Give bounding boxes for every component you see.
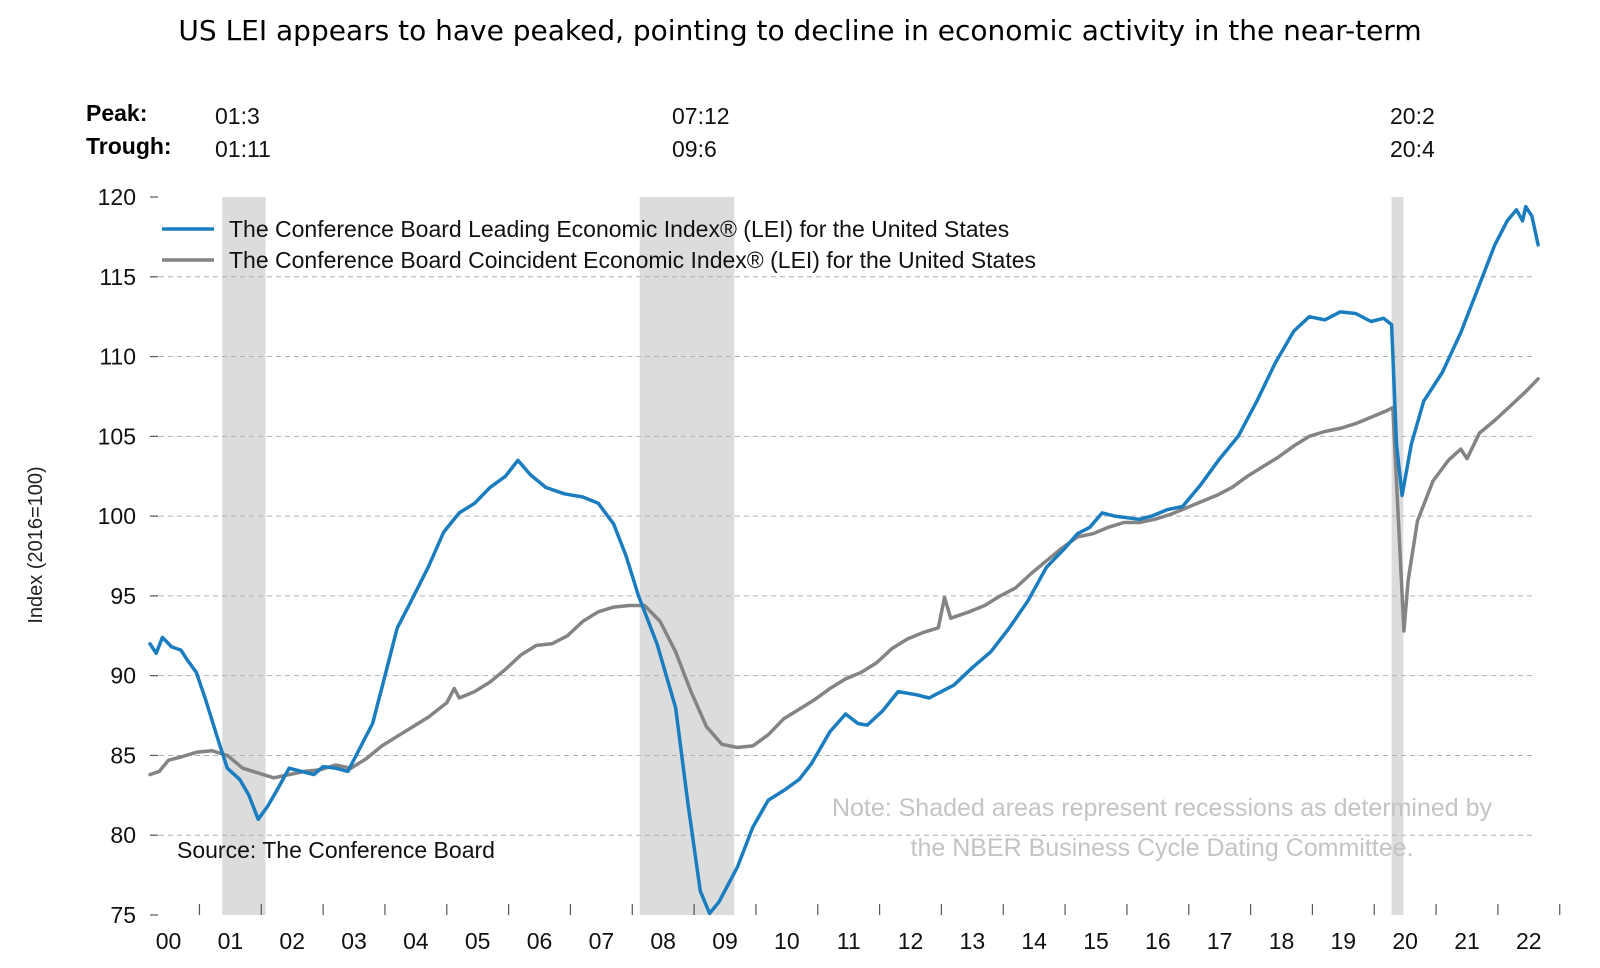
x-tick-label: 16 bbox=[1145, 928, 1171, 954]
trough-header-label: Trough: bbox=[86, 133, 172, 159]
x-tick-label: 03 bbox=[341, 928, 367, 954]
gridlines bbox=[150, 276, 1535, 836]
x-tick-label: 17 bbox=[1207, 928, 1233, 954]
cycle3-trough-date: 20:4 bbox=[1390, 136, 1435, 162]
x-tick-label: 06 bbox=[527, 928, 553, 954]
recession-note-line2: the NBER Business Cycle Dating Committee… bbox=[911, 834, 1414, 862]
x-tick-label: 11 bbox=[837, 928, 861, 954]
legend: The Conference Board Leading Economic In… bbox=[162, 216, 1036, 273]
x-tick-label: 12 bbox=[898, 928, 924, 954]
x-tick-label: 08 bbox=[650, 928, 676, 954]
x-tick-label: 21 bbox=[1454, 928, 1480, 954]
x-tick-label: 15 bbox=[1083, 928, 1109, 954]
x-tick-label: 14 bbox=[1021, 928, 1047, 954]
peak-header-label: Peak: bbox=[86, 100, 147, 126]
legend-label-lei: The Conference Board Leading Economic In… bbox=[229, 216, 1009, 242]
x-tick-label: 04 bbox=[403, 928, 429, 954]
y-tick-label: 80 bbox=[110, 822, 136, 848]
x-tick-label: 22 bbox=[1516, 928, 1542, 954]
cycle2-trough-date: 09:6 bbox=[672, 136, 717, 162]
y-tick-label: 115 bbox=[99, 264, 136, 290]
y-axis-label: Index (2016=100) bbox=[25, 466, 47, 623]
y-tick-label: 95 bbox=[110, 583, 136, 609]
legend-label-cei: The Conference Board Coincident Economic… bbox=[229, 247, 1036, 273]
x-tick-label: 01 bbox=[218, 928, 244, 954]
cycle1-peak-date: 01:3 bbox=[215, 103, 260, 129]
series-line-cei bbox=[148, 377, 1540, 780]
x-tick-label: 07 bbox=[589, 928, 615, 954]
cycle1-trough-date: 01:11 bbox=[215, 136, 271, 162]
recession-note-line1: Note: Shaded areas represent recessions … bbox=[832, 794, 1493, 822]
recession-band-3 bbox=[1391, 197, 1404, 915]
cycle3-peak-date: 20:2 bbox=[1390, 103, 1435, 129]
cycle2-peak-date: 07:12 bbox=[672, 103, 730, 129]
x-tick-label: 18 bbox=[1269, 928, 1295, 954]
y-tick-label: 120 bbox=[98, 184, 136, 210]
x-tick-label: 02 bbox=[279, 928, 305, 954]
source-note: Source: The Conference Board bbox=[177, 837, 495, 863]
x-tick-label: 10 bbox=[774, 928, 800, 954]
y-tick-label: 105 bbox=[98, 423, 136, 449]
series-line-lei bbox=[148, 204, 1540, 916]
y-tick-label: 75 bbox=[110, 902, 136, 928]
x-tick-label: 09 bbox=[712, 928, 738, 954]
series-lines bbox=[148, 204, 1540, 916]
recession-bands bbox=[222, 197, 1404, 915]
x-tick-label: 19 bbox=[1331, 928, 1357, 954]
y-tick-label: 90 bbox=[110, 663, 136, 689]
axes: 75 80 85 90 95 100 105 110 115 120 00 01 02 03 04 05 06 0… bbox=[98, 184, 1561, 954]
x-tick-label: 00 bbox=[156, 928, 182, 954]
x-tick-label: 05 bbox=[465, 928, 491, 954]
recession-band-1 bbox=[222, 197, 266, 915]
x-tick-label: 13 bbox=[960, 928, 986, 954]
y-tick-label: 110 bbox=[99, 344, 136, 370]
x-tick-label: 20 bbox=[1392, 928, 1418, 954]
y-tick-label: 85 bbox=[110, 742, 136, 768]
chart-title: US LEI appears to have peaked, pointing … bbox=[178, 14, 1421, 47]
y-tick-label: 100 bbox=[98, 503, 136, 529]
